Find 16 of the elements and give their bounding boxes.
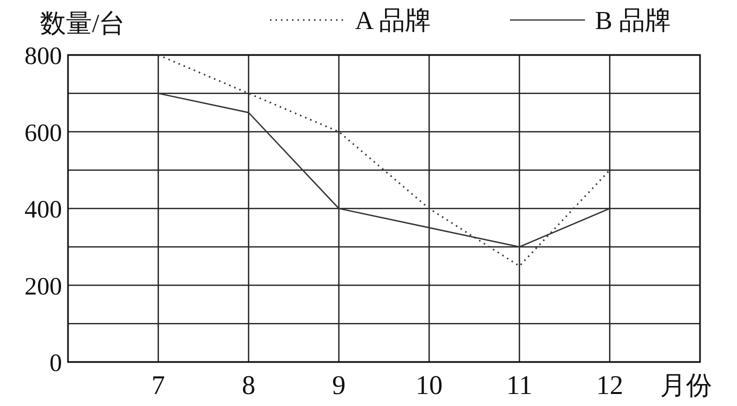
y-tick-label: 600 — [24, 120, 62, 147]
y-axis-title: 数量/台 — [40, 9, 126, 38]
legend-label: A 品牌 — [355, 6, 431, 35]
x-tick-label: 7 — [152, 370, 166, 400]
line-series — [157, 54, 611, 267]
y-tick-label: 400 — [24, 196, 62, 224]
x-tick-label: 8 — [242, 370, 256, 400]
y-tick-label: 800 — [24, 43, 62, 70]
y-tick-label: 200 — [24, 273, 62, 300]
x-tick-label: 10 — [416, 370, 443, 400]
x-tick-label: 9 — [332, 370, 346, 400]
y-tick-label: 0 — [50, 350, 62, 377]
x-axis-title: 月份 — [660, 371, 712, 400]
legend-label: B 品牌 — [595, 6, 671, 35]
x-tick-label: 11 — [506, 370, 532, 400]
x-tick-label: 12 — [596, 370, 624, 400]
